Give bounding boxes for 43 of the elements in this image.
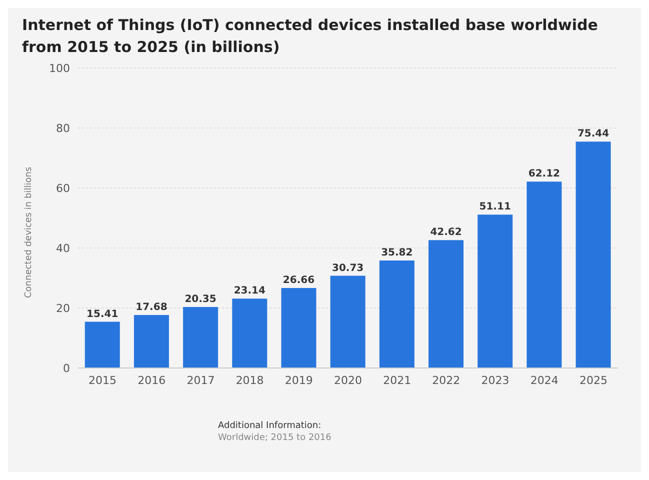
bar: [478, 214, 513, 368]
data-label: 62.12: [528, 168, 560, 180]
bar: [281, 288, 316, 368]
x-tick-label: 2020: [334, 374, 362, 387]
x-tick-label: 2017: [186, 374, 215, 387]
y-tick-label: 100: [49, 62, 70, 75]
data-label: 51.11: [479, 202, 511, 213]
text: Worldwide; 2015 to 2016: [218, 432, 332, 444]
x-tick-label: 2023: [481, 374, 510, 387]
data-label: 17.68: [136, 302, 168, 313]
y-tick-label: 0: [63, 362, 70, 375]
bar: [428, 240, 464, 368]
bar: [232, 298, 268, 368]
text: Additional Information:: [218, 420, 322, 432]
data-label: 35.82: [381, 248, 413, 259]
bar: [134, 314, 169, 368]
data-label: 23.14: [234, 286, 266, 297]
data-label: 30.73: [332, 262, 364, 274]
data-label: 42.62: [430, 227, 462, 238]
x-tick-label: 2015: [88, 374, 117, 387]
x-tick-label: 2022: [432, 374, 460, 387]
x-tick-label: 2018: [236, 374, 264, 387]
data-label: 15.41: [86, 308, 118, 320]
x-tick-label: 2019: [284, 374, 313, 387]
y-tick-label: 80: [56, 122, 70, 135]
x-tick-label: 2024: [530, 374, 558, 387]
bar: [379, 260, 414, 368]
data-label: 20.35: [184, 294, 216, 305]
x-tick-label: 2021: [383, 374, 412, 387]
y-tick-label: 60: [56, 182, 70, 195]
x-tick-label: 2025: [579, 374, 608, 387]
bar: [330, 276, 366, 368]
bar: [576, 142, 611, 368]
bar: [183, 306, 218, 368]
chart-title: Internet of Things (IoT) connected devices installed base worldwide from 2015 to 2025 (in billions): [21, 15, 599, 58]
y-tick-label: 20: [56, 302, 70, 315]
data-label: 75.44: [577, 128, 610, 140]
y-tick-label: 40: [56, 242, 70, 255]
bar: [84, 322, 120, 368]
y-axis-title: Connected devices in billions: [24, 166, 34, 298]
x-tick-label: 2016: [138, 374, 166, 387]
bar: [526, 182, 562, 368]
data-label: 26.66: [282, 275, 315, 286]
